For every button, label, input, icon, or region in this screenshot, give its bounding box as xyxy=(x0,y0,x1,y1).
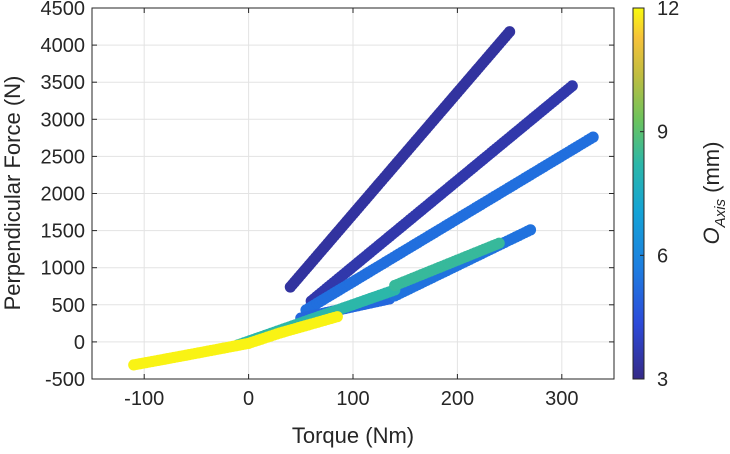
colorbar-label-sub: Axis xyxy=(712,198,729,228)
x-axis-ticks: -100 0 100 200 300 xyxy=(124,8,578,410)
data-points xyxy=(128,26,599,371)
y-tick-label: 500 xyxy=(52,295,85,317)
y-tick-label: 2000 xyxy=(41,184,86,206)
scatter-point xyxy=(587,131,599,143)
scatter-point xyxy=(566,80,578,92)
y-tick-label: 2500 xyxy=(41,146,86,168)
y-tick-label: 0 xyxy=(74,332,85,354)
y-tick-label: 3000 xyxy=(41,109,86,131)
y-axis-ticks: -500 0 500 1000 1500 2000 2500 3000 3500 4000 4500 xyxy=(41,0,614,391)
y-tick-label: 1000 xyxy=(41,258,86,280)
colorbar-tick-label: 6 xyxy=(657,245,668,267)
y-tick-label: 4000 xyxy=(41,35,86,57)
scatter-point xyxy=(493,237,505,249)
y-tick-label: -500 xyxy=(45,369,85,391)
y-tick-label: 4500 xyxy=(41,0,86,20)
y-tick-label: 1500 xyxy=(41,221,86,243)
scatter-point xyxy=(524,224,537,236)
colorbar-ticks: 3 6 9 12 xyxy=(640,0,679,391)
x-tick-label: 300 xyxy=(545,388,578,410)
x-tick-label: 200 xyxy=(441,388,474,410)
scatter-point xyxy=(331,311,343,323)
y-tick-label: 3500 xyxy=(41,72,86,94)
x-tick-label: 100 xyxy=(336,388,369,410)
colorbar-tick-label: 9 xyxy=(657,122,668,144)
x-axis-label: Torque (Nm) xyxy=(292,423,414,448)
y-axis-label: Perpendicular Force (N) xyxy=(0,76,25,311)
colorbar xyxy=(632,7,645,380)
x-tick-label: -100 xyxy=(124,388,164,410)
colorbar-label-main: O xyxy=(699,227,724,244)
colorbar-label: OAxis (mm) xyxy=(699,142,729,245)
colorbar-tick-label: 3 xyxy=(657,369,668,391)
scatter-point xyxy=(504,26,516,38)
colorbar-tick-label: 12 xyxy=(657,0,679,20)
colorbar-label-unit: (mm) xyxy=(699,142,724,199)
x-tick-label: 0 xyxy=(243,388,254,410)
